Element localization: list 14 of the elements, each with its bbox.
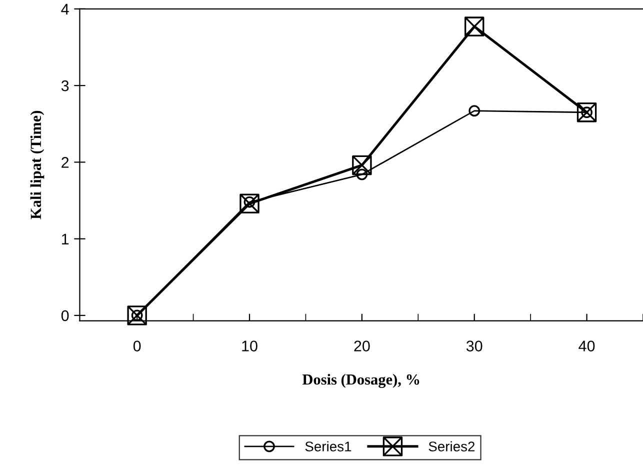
- y-tick-label: 2: [62, 157, 69, 168]
- x-tick-label: 20: [354, 340, 370, 352]
- y-tick-label: 0: [61, 310, 69, 322]
- x-tick-label: 0: [133, 340, 141, 352]
- y-tick-label: 3: [61, 80, 69, 92]
- x-axis-title: Dosis (Dosage), %: [302, 374, 420, 388]
- legend-label: Series2: [428, 441, 475, 452]
- y-tick-label: 4: [61, 4, 69, 14]
- y-axis-title: Kali lipat (Time): [30, 110, 44, 220]
- legend-label: Series1: [305, 441, 352, 452]
- x-tick-label: 10: [242, 340, 258, 352]
- x-tick-label: 40: [578, 340, 595, 352]
- y-tick-label: 1: [62, 234, 69, 244]
- x-tick-label: 30: [466, 340, 482, 352]
